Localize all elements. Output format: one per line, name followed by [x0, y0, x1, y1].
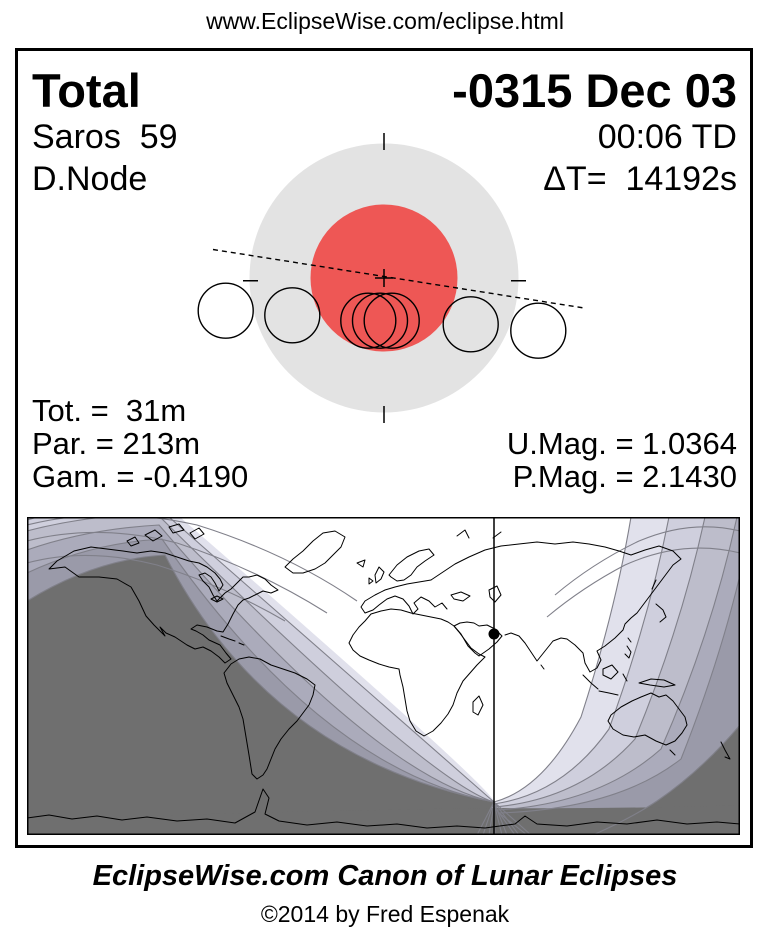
- zone-boundary-curves: [26, 502, 741, 836]
- antarctica-outline: [26, 788, 741, 829]
- eclipse-card: Total -0315 Dec 03 Saros 59 00:06 TD D.N…: [15, 48, 753, 848]
- zone-band: [499, 575, 740, 835]
- site-url-header: www.EclipseWise.com/eclipse.html: [206, 8, 564, 34]
- zone-no-eclipse: [27, 555, 531, 835]
- eclipse-type-label: Total: [32, 64, 141, 117]
- eclipse-geometry-diagram: [197, 133, 585, 423]
- arabia-outline: [453, 621, 503, 657]
- penumbral-magnitude-label: P.Mag. = 2.1430: [512, 459, 737, 494]
- south-america-outline: [223, 656, 316, 780]
- moon-position-circle: [264, 287, 321, 344]
- umbral-magnitude-label: U.Mag. = 1.0364: [506, 426, 737, 461]
- moon-position-circle: [510, 302, 567, 359]
- europe-north-outline: [368, 548, 435, 585]
- visibility-map-svg: [26, 491, 741, 836]
- zone-south-strip: [27, 805, 740, 835]
- greatest-eclipse-zenith-dot: [488, 628, 500, 640]
- moon-position-circle: [363, 292, 420, 349]
- time-label: 00:06 TD: [597, 118, 737, 156]
- west-visibility-zones: [27, 491, 531, 835]
- node-label: D.Node: [32, 160, 148, 198]
- footer-canon-title: EclipseWise.com Canon of Lunar Eclipses: [92, 860, 678, 892]
- continent-outlines: [26, 523, 741, 829]
- center-cross: [375, 269, 393, 287]
- moon-position-circles: [197, 282, 567, 359]
- australia-nz-outline: [607, 692, 731, 760]
- delta-t-label: ΔT= 14192s: [543, 160, 737, 198]
- moon-position-circle: [340, 292, 397, 349]
- saros-label: Saros 59: [32, 118, 178, 156]
- axis-tick-marks: [243, 133, 526, 423]
- totality-duration-label: Tot. = 31m: [32, 393, 187, 428]
- europe-south-outline: [360, 579, 502, 615]
- gamma-label: Gam. = -0.4190: [32, 459, 249, 494]
- footer-copyright: ©2014 by Fred Espenak: [260, 901, 510, 927]
- zone-band: [497, 517, 740, 835]
- arctic-islands-outline: [126, 523, 205, 547]
- partiality-duration-label: Par. = 213m: [32, 426, 201, 461]
- greenland-iceland-outline: [284, 530, 366, 574]
- africa-outline: [348, 608, 486, 737]
- moon-position-circle: [351, 292, 409, 349]
- asia-outline: [430, 529, 682, 673]
- visibility-map: [26, 491, 741, 836]
- moon-position-circle: [197, 282, 254, 339]
- map-border: [27, 517, 740, 835]
- moon-position-circle: [442, 296, 499, 353]
- north-america-outline: [48, 546, 279, 664]
- lakes-caribbean-outline: [210, 595, 245, 646]
- indonesia-outline: [582, 664, 676, 696]
- japan-philippines-outline: [624, 579, 667, 659]
- eclipse-date-label: -0315 Dec 03: [452, 64, 737, 117]
